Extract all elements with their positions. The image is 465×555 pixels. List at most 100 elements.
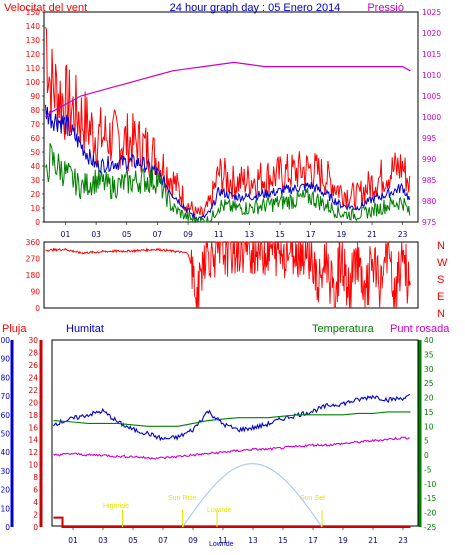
rain-y-tick-label: 12 <box>28 448 38 457</box>
graph-title: 24 hour graph day : 05 Enero 2014 <box>170 2 341 14</box>
humidity-y-tick-label: 80 <box>0 373 10 382</box>
wind-x-tick-label: 23 <box>398 230 408 239</box>
wind-x-tick-label: 03 <box>91 230 101 239</box>
wind-y-tick-label: 120 <box>26 50 41 59</box>
weather-x-tick-label: 23 <box>398 536 408 545</box>
humidity-y-tick-label: 100 <box>0 336 10 345</box>
pressure-y-tick-label: 980 <box>422 197 437 206</box>
weather-x-tick-label: 13 <box>248 536 258 545</box>
temperature-y-tick-label: 20 <box>424 394 434 403</box>
rain-y-tick-label: 30 <box>28 336 38 345</box>
rain-y-tick-label: 16 <box>28 423 38 432</box>
wind-y-tick-label: 90 <box>30 92 40 101</box>
rain-y-tick-label: 18 <box>28 411 38 420</box>
compass-n-top: N <box>437 240 445 252</box>
wind-x-tick-label: 13 <box>245 230 255 239</box>
rain-y-tick-label: 0 <box>33 523 38 532</box>
wind-x-tick-label: 09 <box>183 230 193 239</box>
wind-direction-trace <box>45 240 411 309</box>
wind-y-tick-label: 100 <box>26 78 41 87</box>
pressure-y-tick-label: 975 <box>422 218 437 227</box>
wind-y-tick-label: 70 <box>30 120 40 129</box>
temperature-y-tick-label: -5 <box>424 465 432 474</box>
humidity-y-tick-label: 70 <box>0 392 10 401</box>
humidity-y-tick-label: 60 <box>0 411 10 420</box>
temperature-y-tick-label: -25 <box>424 523 436 532</box>
weather-x-tick-label: 21 <box>368 536 378 545</box>
weather-x-tick-label: 17 <box>308 536 318 545</box>
wind-x-tick-label: 21 <box>367 230 377 239</box>
rain-label: Pluja <box>2 323 27 335</box>
rain-y-tick-label: 10 <box>28 461 38 470</box>
wind-x-tick-label: 05 <box>122 230 132 239</box>
compass-w: W <box>437 257 448 269</box>
event-sunrise: Sun Rise <box>168 495 197 502</box>
event-lowride-axis: Lowride <box>209 541 234 548</box>
humidity-y-tick-label: 10 <box>0 504 10 513</box>
rain-line <box>53 516 411 528</box>
pressure-y-tick-label: 1015 <box>422 50 441 59</box>
pressure-y-tick-label: 995 <box>422 134 437 143</box>
wind-x-tick-label: 15 <box>275 230 285 239</box>
weather-x-tick-label: 19 <box>338 536 348 545</box>
wind-panel-frame <box>43 11 419 223</box>
rain-y-tick-label: 22 <box>28 386 38 395</box>
humidity-y-tick-label: 30 <box>0 467 10 476</box>
direction-y-tick-label: 360 <box>26 238 41 247</box>
humidity-y-tick-label: 50 <box>0 430 10 439</box>
wind-y-tick-label: 130 <box>26 36 41 45</box>
wind-x-tick-label: 07 <box>153 230 163 239</box>
pressure-y-tick-label: 990 <box>422 155 437 164</box>
pressure-y-tick-label: 1010 <box>422 71 441 80</box>
weather-x-tick-label: 01 <box>68 536 78 545</box>
sun-arc <box>182 463 323 528</box>
pressure-y-tick-label: 1025 <box>422 8 441 17</box>
temperature-y-tick-label: 0 <box>424 451 429 460</box>
temperature-y-tick-label: -20 <box>424 509 436 518</box>
wind-x-tick-label: 11 <box>214 230 224 239</box>
direction-y-tick-label: 180 <box>26 271 41 280</box>
weather-panel-frame <box>51 339 419 527</box>
event-lowride: Lowride <box>207 507 232 514</box>
event-sunset: Sun Set <box>300 495 325 502</box>
humidity-y-tick-label: 20 <box>0 486 10 495</box>
rain-y-tick-label: 14 <box>28 436 38 445</box>
weather-x-tick-label: 15 <box>278 536 288 545</box>
chart-marks: 0102030405060708090100110120130140150975… <box>0 8 441 545</box>
humidity-line <box>53 394 411 442</box>
wind-y-tick-label: 140 <box>26 22 41 31</box>
direction-y-tick-label: 90 <box>30 288 40 297</box>
wind-speed-label: Velocitat del vent <box>4 2 87 14</box>
rain-y-tick-label: 24 <box>28 373 38 382</box>
wind-y-tick-label: 40 <box>30 162 40 171</box>
temperature-y-tick-label: 40 <box>424 336 434 345</box>
wind-y-tick-label: 10 <box>30 204 40 213</box>
rain-y-tick-label: 20 <box>28 398 38 407</box>
rain-y-tick-label: 8 <box>33 473 38 482</box>
wind-y-tick-label: 20 <box>30 190 40 199</box>
compass-n-bottom: N <box>437 308 445 320</box>
wind-x-tick-label: 17 <box>306 230 316 239</box>
rain-y-tick-label: 2 <box>33 511 38 520</box>
rain-y-tick-label: 28 <box>28 348 38 357</box>
compass-e: E <box>437 291 444 303</box>
temperature-y-tick-label: -10 <box>424 480 436 489</box>
temperature-y-tick-label: 25 <box>424 379 434 388</box>
humidity-label: Humitat <box>66 323 104 335</box>
pressure-y-tick-label: 1020 <box>422 29 441 38</box>
wind-y-tick-label: 50 <box>30 148 40 157</box>
event-highride: Highride <box>103 503 129 510</box>
pressure-y-tick-label: 1005 <box>422 92 441 101</box>
compass-s: S <box>437 274 444 286</box>
weather-x-tick-label: 07 <box>158 536 168 545</box>
rain-y-tick-label: 4 <box>33 498 38 507</box>
wind-gust-line <box>45 27 411 219</box>
temperature-y-tick-label: 5 <box>424 437 429 446</box>
wind-y-tick-label: 150 <box>26 8 41 17</box>
wind-x-tick-label: 19 <box>337 230 347 239</box>
dewpoint-line <box>53 436 410 460</box>
wind-y-tick-label: 0 <box>35 218 40 227</box>
weather-x-tick-label: 03 <box>98 536 108 545</box>
